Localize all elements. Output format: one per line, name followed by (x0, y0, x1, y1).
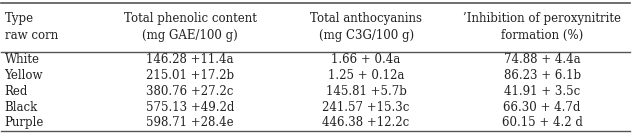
Text: 41.91 + 3.5c: 41.91 + 3.5c (504, 85, 580, 98)
Text: 598.71 +28.4e: 598.71 +28.4e (146, 116, 234, 129)
Text: Total phenolic content
(mg GAE/100 g): Total phenolic content (mg GAE/100 g) (124, 12, 256, 42)
Text: Type
raw corn: Type raw corn (4, 12, 58, 42)
Text: 380.76 +27.2c: 380.76 +27.2c (146, 85, 234, 98)
Text: 1.66 + 0.4a: 1.66 + 0.4a (331, 53, 401, 66)
Text: ’Inhibition of peroxynitrite
formation (%): ’Inhibition of peroxynitrite formation (… (463, 12, 621, 42)
Text: 446.38 +12.2c: 446.38 +12.2c (322, 116, 410, 129)
Text: Black: Black (4, 101, 38, 114)
Text: 1.25 + 0.12a: 1.25 + 0.12a (328, 69, 404, 82)
Text: 60.15 + 4.2 d: 60.15 + 4.2 d (502, 116, 583, 129)
Text: 241.57 +15.3c: 241.57 +15.3c (322, 101, 410, 114)
Text: Purple: Purple (4, 116, 44, 129)
Text: Red: Red (4, 85, 28, 98)
Text: 145.81 +5.7b: 145.81 +5.7b (326, 85, 406, 98)
Text: Total anthocyanins
(mg C3G/100 g): Total anthocyanins (mg C3G/100 g) (310, 12, 422, 42)
Text: 86.23 + 6.1b: 86.23 + 6.1b (504, 69, 581, 82)
Text: Yellow: Yellow (4, 69, 43, 82)
Text: White: White (4, 53, 40, 66)
Text: 146.28 +11.4a: 146.28 +11.4a (146, 53, 234, 66)
Text: 74.88 + 4.4a: 74.88 + 4.4a (504, 53, 581, 66)
Text: 575.13 +49.2d: 575.13 +49.2d (146, 101, 234, 114)
Text: 215.01 +17.2b: 215.01 +17.2b (146, 69, 234, 82)
Text: 66.30 + 4.7d: 66.30 + 4.7d (503, 101, 581, 114)
